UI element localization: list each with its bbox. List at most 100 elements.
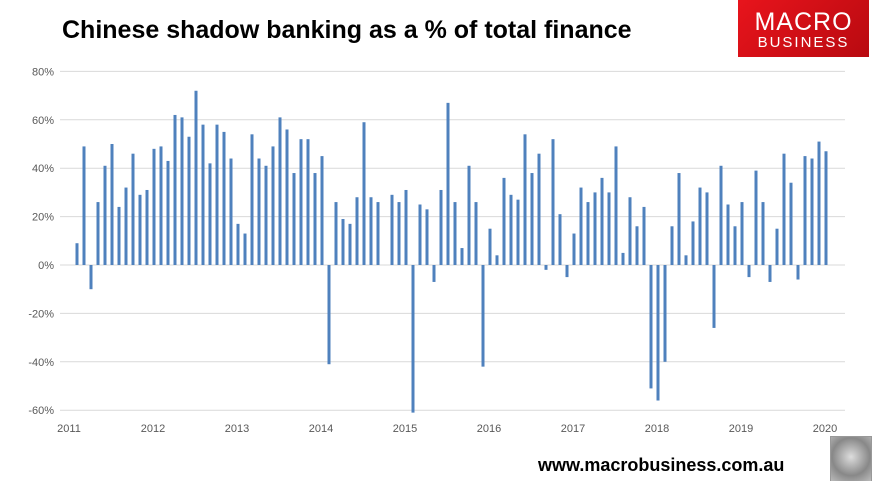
bar	[264, 165, 268, 265]
x-tick-label: 2014	[309, 423, 333, 435]
bar	[278, 117, 282, 265]
bar	[355, 197, 359, 265]
bar	[621, 252, 625, 265]
bar	[180, 117, 184, 265]
bar	[117, 206, 121, 265]
macrobusiness-logo: MACRO BUSINESS	[738, 0, 869, 57]
bar	[530, 173, 534, 265]
bar	[782, 153, 786, 265]
bar	[509, 194, 513, 265]
bar	[642, 206, 646, 265]
x-tick-label: 2013	[225, 423, 249, 435]
bar	[663, 265, 667, 362]
bar	[789, 182, 793, 265]
bar	[691, 221, 695, 265]
bar	[684, 255, 688, 265]
bar	[719, 165, 723, 265]
bar	[768, 265, 772, 282]
y-tick-label: -20%	[28, 308, 54, 320]
bar	[733, 226, 737, 265]
website-url: www.macrobusiness.com.au	[538, 455, 785, 475]
bar	[761, 202, 765, 265]
bar	[166, 160, 170, 265]
y-tick-label: -40%	[28, 357, 54, 369]
bar	[579, 187, 583, 265]
x-tick-label: 2011	[57, 423, 81, 435]
bar	[474, 202, 478, 265]
bar	[334, 202, 338, 265]
x-tick-label: 2015	[393, 423, 417, 435]
bar	[754, 170, 758, 265]
bar	[817, 141, 821, 265]
bar	[201, 124, 205, 265]
x-tick-label: 2016	[477, 423, 501, 435]
bar	[502, 177, 506, 265]
bar	[586, 202, 590, 265]
bar	[607, 192, 611, 265]
y-tick-label: 80%	[32, 66, 54, 78]
bar	[453, 202, 457, 265]
bar	[208, 163, 212, 265]
x-tick-label: 2019	[729, 423, 753, 435]
logo-line1: MACRO	[754, 8, 853, 36]
bar	[614, 146, 618, 265]
y-tick-label: 20%	[32, 212, 54, 224]
bar	[460, 248, 464, 265]
bar	[523, 134, 527, 265]
bar	[145, 189, 149, 265]
bar	[327, 265, 331, 365]
bar	[670, 226, 674, 265]
bar	[257, 158, 261, 265]
bar	[306, 139, 310, 265]
bar	[313, 173, 317, 265]
bar	[362, 122, 366, 265]
bar	[439, 189, 443, 265]
bar	[159, 146, 163, 265]
bar	[593, 192, 597, 265]
bar	[173, 114, 177, 266]
x-tick-label: 2020	[813, 423, 837, 435]
bar	[726, 204, 730, 265]
bar	[292, 173, 296, 265]
bar	[411, 265, 415, 413]
bar	[131, 153, 135, 265]
bar	[796, 265, 800, 280]
bar	[271, 146, 275, 265]
bar	[705, 192, 709, 265]
bar	[481, 265, 485, 367]
bar	[376, 202, 380, 265]
y-tick-label: -60%	[28, 405, 54, 417]
bar	[285, 129, 289, 265]
bar	[152, 148, 156, 265]
bar	[229, 158, 233, 265]
bar	[775, 228, 779, 265]
bar	[446, 102, 450, 265]
bar	[677, 173, 681, 265]
bar	[194, 90, 198, 265]
bar	[824, 151, 828, 265]
bar	[467, 165, 471, 265]
bar	[656, 265, 660, 401]
bar	[537, 153, 541, 265]
x-tick-label: 2017	[561, 423, 585, 435]
bar	[565, 265, 569, 278]
bar	[418, 204, 422, 265]
bar	[572, 233, 576, 265]
y-tick-label: 40%	[32, 163, 54, 175]
bar	[712, 265, 716, 328]
bar	[215, 124, 219, 265]
bar	[320, 156, 324, 265]
wolf-logo-image	[830, 436, 872, 481]
bar	[551, 139, 555, 265]
bar	[390, 194, 394, 265]
x-tick-label: 2018	[645, 423, 669, 435]
bar	[250, 134, 254, 265]
bar	[341, 219, 345, 265]
bar	[103, 165, 107, 265]
bar	[397, 202, 401, 265]
y-tick-label: 60%	[32, 115, 54, 127]
bar	[488, 228, 492, 265]
x-tick-label: 2012	[141, 423, 165, 435]
